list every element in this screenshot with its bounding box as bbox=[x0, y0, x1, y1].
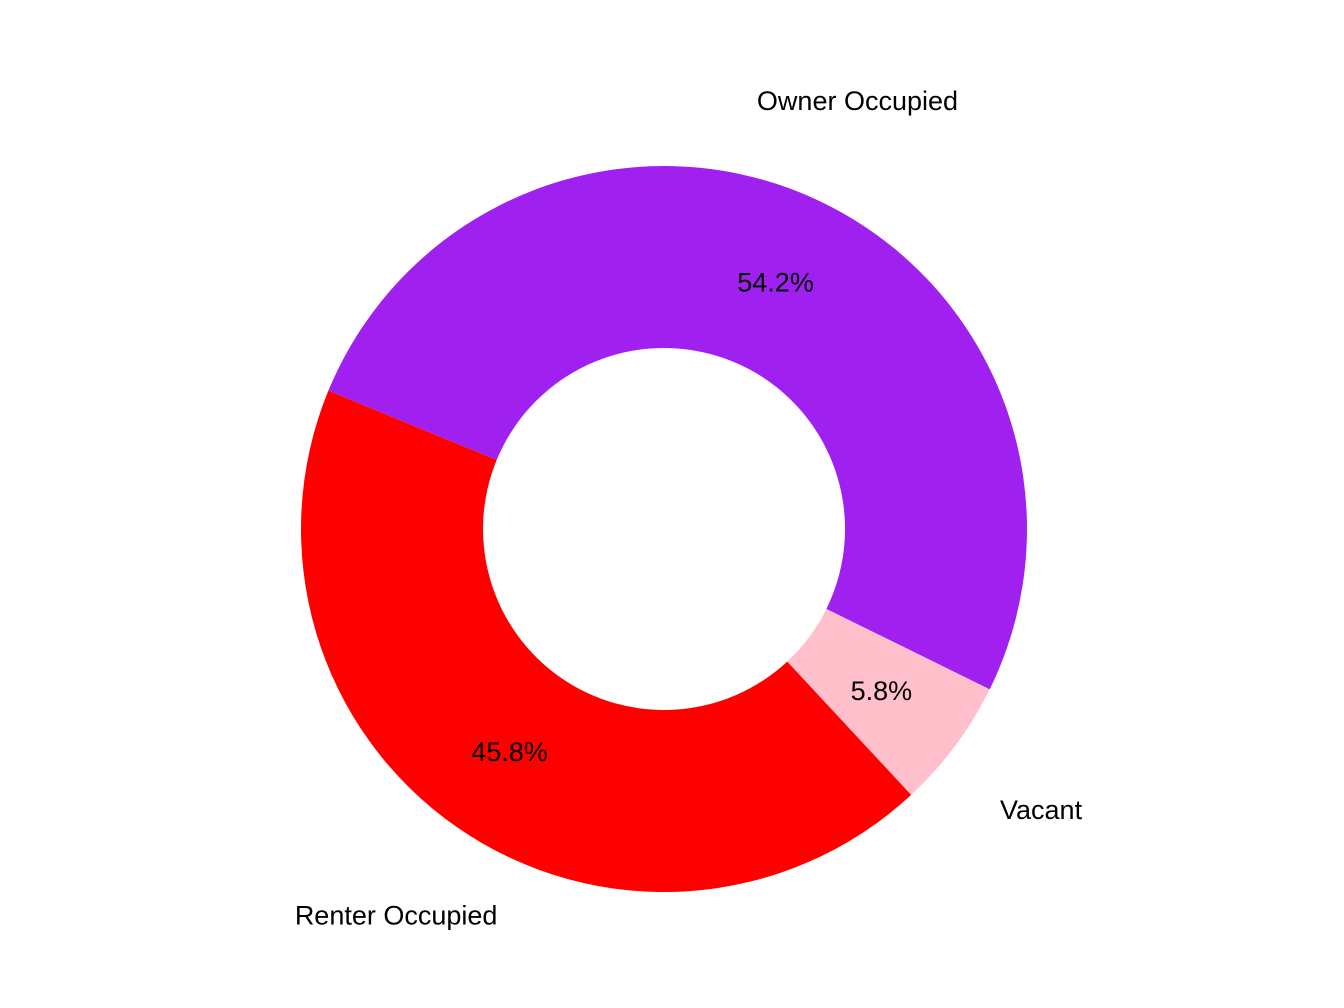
slice-vacant bbox=[787, 608, 990, 795]
percent-label-owner-occupied: 54.2% bbox=[737, 267, 814, 297]
category-label-owner-occupied: Owner Occupied bbox=[757, 86, 958, 116]
slice-renter-occupied bbox=[300, 390, 912, 893]
slice-owner-occupied bbox=[328, 166, 1027, 690]
percent-label-renter-occupied: 45.8% bbox=[471, 737, 548, 767]
category-label-renter-occupied: Renter Occupied bbox=[295, 901, 498, 931]
category-label-vacant: Vacant bbox=[1000, 795, 1083, 825]
percent-label-vacant: 5.8% bbox=[851, 676, 913, 706]
